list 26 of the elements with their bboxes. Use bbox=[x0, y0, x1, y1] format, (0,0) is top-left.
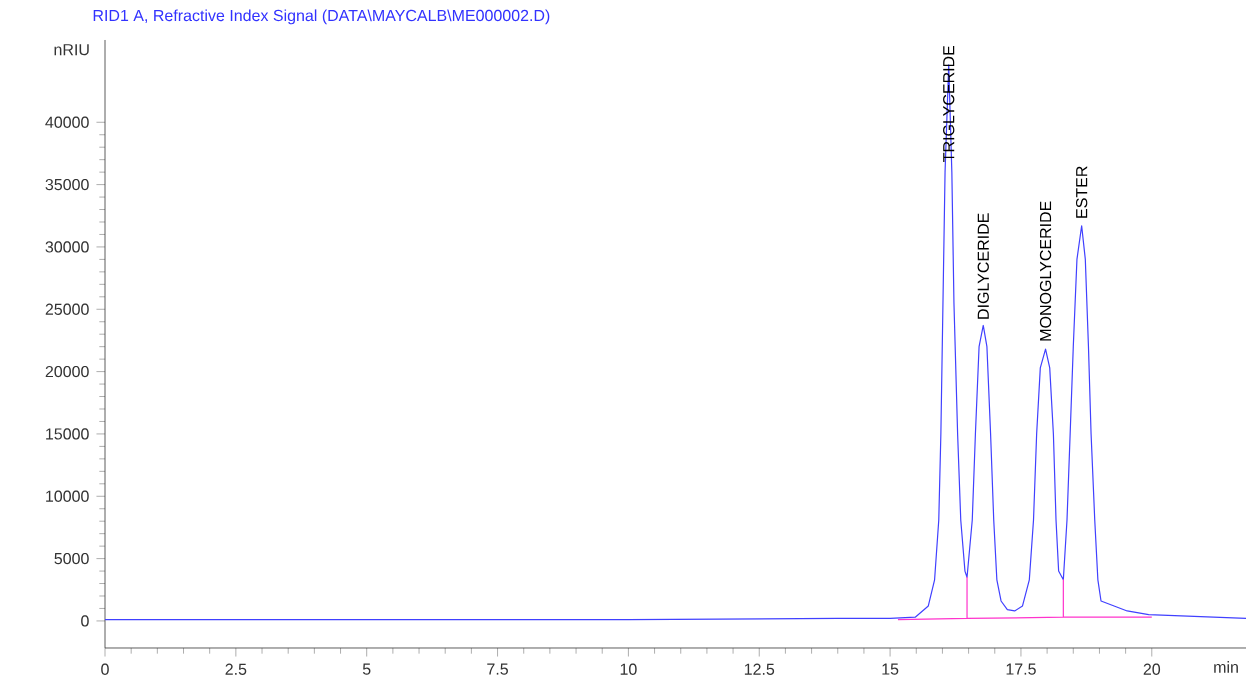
y-tick-label: 15000 bbox=[46, 428, 89, 440]
annotation: TRIGLYCERIDE bbox=[943, 45, 955, 162]
chart-title: RID1 A, Refractive Index Signal (DATA\MAYCALB\ME000002.D) bbox=[93, 9, 550, 25]
annotation: DIGLYCERIDE bbox=[977, 213, 989, 319]
x-tick-label: 15 bbox=[882, 663, 899, 675]
x-tick-label: 2.5 bbox=[225, 663, 247, 675]
y-tick-label: 35000 bbox=[45, 178, 89, 191]
x-tick-label: 17.5 bbox=[1006, 663, 1036, 675]
x-tick-label: 5 bbox=[362, 663, 371, 675]
x-tick-label: 7.5 bbox=[487, 663, 508, 675]
y-tick-label: 0 bbox=[81, 615, 89, 627]
x-axis-title: min bbox=[1214, 661, 1238, 673]
x-tick-label: 0 bbox=[101, 663, 109, 675]
y-tick-label: 10000 bbox=[46, 490, 89, 502]
x-tick-label: 20 bbox=[1143, 663, 1161, 675]
x-tick-label: 10 bbox=[620, 663, 637, 675]
y-tick-label: 30000 bbox=[45, 241, 89, 253]
y-tick-label: 25000 bbox=[45, 303, 89, 315]
y-axis-title: nRIU bbox=[54, 44, 89, 56]
line-series bbox=[897, 576, 1153, 621]
x-tick-label: 12.5 bbox=[744, 663, 775, 675]
y-tick-label: 5000 bbox=[54, 552, 89, 565]
annotation: ESTER bbox=[1076, 166, 1088, 218]
y-tick-label: 40000 bbox=[45, 116, 89, 128]
annotation: MONOGLYCERIDE bbox=[1039, 201, 1052, 341]
y-tick-label: 20000 bbox=[45, 365, 89, 378]
